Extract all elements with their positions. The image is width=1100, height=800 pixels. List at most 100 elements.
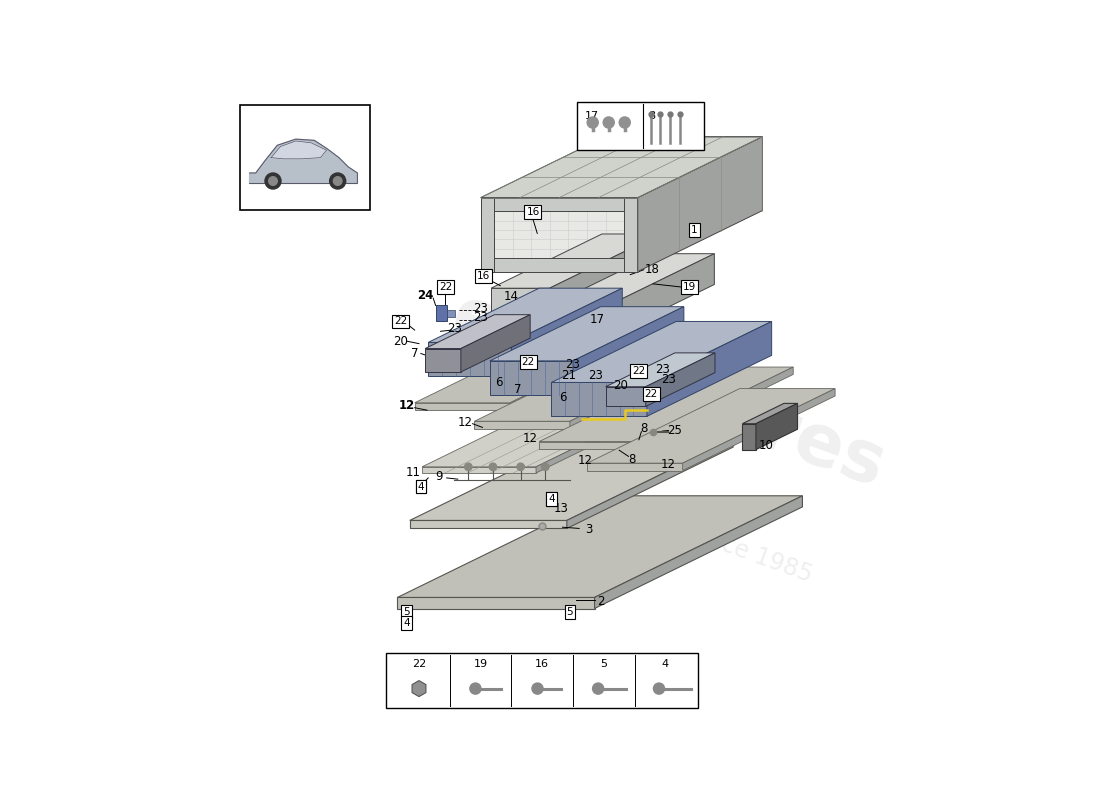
Polygon shape — [422, 399, 674, 467]
Text: 12: 12 — [458, 416, 473, 429]
Polygon shape — [617, 254, 714, 332]
Text: 4: 4 — [662, 659, 669, 669]
Polygon shape — [474, 422, 570, 429]
Polygon shape — [428, 288, 623, 342]
Polygon shape — [428, 342, 512, 376]
Text: 8: 8 — [648, 111, 656, 122]
Polygon shape — [756, 403, 798, 450]
Text: 6: 6 — [495, 376, 503, 389]
Polygon shape — [436, 306, 447, 321]
Text: 7: 7 — [514, 382, 521, 396]
Text: 23: 23 — [588, 369, 603, 382]
Text: 1: 1 — [691, 226, 697, 235]
Polygon shape — [559, 301, 617, 332]
FancyBboxPatch shape — [578, 102, 704, 150]
Polygon shape — [638, 137, 762, 271]
Polygon shape — [536, 399, 674, 473]
Text: 23: 23 — [473, 302, 488, 315]
Polygon shape — [397, 496, 802, 598]
Text: 12: 12 — [661, 458, 676, 471]
Circle shape — [593, 683, 604, 694]
Text: 5: 5 — [566, 607, 573, 618]
Polygon shape — [647, 322, 772, 416]
Polygon shape — [397, 598, 595, 609]
Text: 23: 23 — [654, 363, 670, 376]
Text: 22: 22 — [521, 357, 535, 367]
Polygon shape — [566, 439, 733, 529]
Polygon shape — [409, 439, 733, 521]
Circle shape — [490, 463, 496, 470]
Polygon shape — [606, 353, 715, 386]
Text: 7: 7 — [411, 347, 418, 360]
Polygon shape — [271, 141, 327, 159]
Text: 9: 9 — [436, 470, 443, 483]
Text: 19: 19 — [473, 659, 487, 669]
Text: 8: 8 — [640, 422, 648, 435]
Text: 22: 22 — [411, 659, 426, 669]
Text: 4: 4 — [418, 482, 425, 491]
Text: 22: 22 — [645, 389, 658, 399]
Polygon shape — [409, 521, 566, 529]
Text: 23: 23 — [565, 358, 581, 371]
Circle shape — [541, 463, 549, 470]
Polygon shape — [490, 361, 573, 394]
Text: 16: 16 — [477, 271, 491, 281]
Text: 20: 20 — [613, 379, 628, 392]
Polygon shape — [510, 328, 662, 410]
Circle shape — [268, 177, 277, 186]
Polygon shape — [573, 306, 684, 394]
Polygon shape — [494, 211, 624, 258]
Polygon shape — [683, 389, 835, 470]
Text: 4: 4 — [548, 494, 554, 504]
Text: 25: 25 — [668, 424, 682, 437]
Polygon shape — [412, 681, 426, 697]
Text: 4: 4 — [548, 494, 554, 504]
Text: 18: 18 — [645, 263, 659, 276]
Polygon shape — [646, 353, 715, 406]
Text: 13: 13 — [553, 502, 568, 515]
Circle shape — [333, 177, 342, 186]
Polygon shape — [624, 198, 638, 271]
Text: 11: 11 — [405, 466, 420, 479]
Polygon shape — [640, 367, 793, 449]
Polygon shape — [481, 198, 638, 211]
Text: 17: 17 — [590, 313, 605, 326]
Polygon shape — [742, 403, 797, 424]
Polygon shape — [425, 314, 530, 349]
Text: 5: 5 — [601, 659, 607, 669]
Polygon shape — [481, 137, 762, 198]
Polygon shape — [447, 310, 455, 317]
Text: 3: 3 — [585, 523, 592, 536]
Text: 23: 23 — [447, 322, 462, 335]
Text: 8: 8 — [628, 453, 635, 466]
Text: 5: 5 — [404, 607, 410, 618]
Circle shape — [517, 463, 525, 470]
Text: 22: 22 — [632, 366, 646, 376]
Text: 17: 17 — [585, 111, 600, 122]
Polygon shape — [551, 382, 647, 416]
Text: 20: 20 — [393, 334, 408, 348]
Circle shape — [464, 463, 472, 470]
Text: 22: 22 — [394, 317, 407, 326]
Circle shape — [330, 173, 345, 189]
Polygon shape — [490, 306, 684, 361]
Polygon shape — [491, 234, 660, 288]
Text: 19: 19 — [683, 282, 696, 292]
Polygon shape — [512, 288, 623, 376]
Polygon shape — [474, 346, 723, 422]
Text: 24: 24 — [417, 289, 433, 302]
Polygon shape — [742, 424, 756, 450]
Polygon shape — [559, 254, 714, 301]
Text: 14: 14 — [504, 290, 519, 303]
Circle shape — [619, 117, 630, 128]
Text: 10: 10 — [758, 439, 773, 452]
Text: 23: 23 — [473, 311, 488, 324]
FancyBboxPatch shape — [240, 106, 370, 210]
Text: 12: 12 — [398, 398, 415, 412]
Text: 21: 21 — [561, 369, 576, 382]
Polygon shape — [461, 314, 530, 372]
Polygon shape — [481, 258, 638, 271]
Text: 16: 16 — [536, 659, 549, 669]
Polygon shape — [425, 349, 461, 372]
Circle shape — [532, 683, 543, 694]
